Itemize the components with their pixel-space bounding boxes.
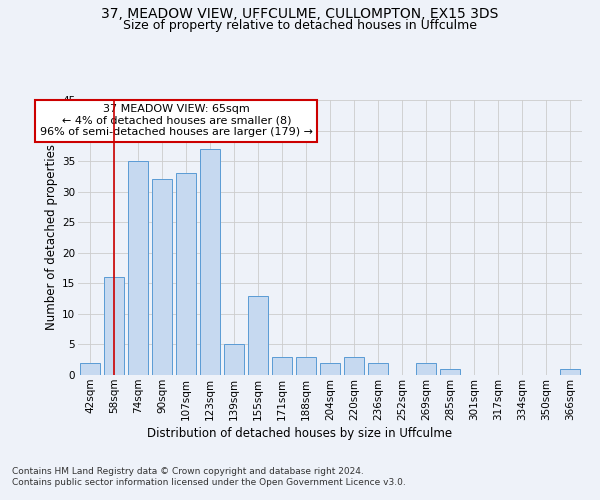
Bar bbox=[224, 344, 244, 375]
Text: Contains HM Land Registry data © Crown copyright and database right 2024.
Contai: Contains HM Land Registry data © Crown c… bbox=[12, 468, 406, 487]
Text: Size of property relative to detached houses in Uffculme: Size of property relative to detached ho… bbox=[123, 19, 477, 32]
Bar bbox=[368, 363, 388, 375]
Bar bbox=[248, 296, 268, 375]
Text: 37, MEADOW VIEW, UFFCULME, CULLOMPTON, EX15 3DS: 37, MEADOW VIEW, UFFCULME, CULLOMPTON, E… bbox=[101, 8, 499, 22]
Bar bbox=[440, 369, 460, 375]
Bar bbox=[80, 363, 100, 375]
Text: Distribution of detached houses by size in Uffculme: Distribution of detached houses by size … bbox=[148, 428, 452, 440]
Text: 37 MEADOW VIEW: 65sqm
← 4% of detached houses are smaller (8)
96% of semi-detach: 37 MEADOW VIEW: 65sqm ← 4% of detached h… bbox=[40, 104, 313, 138]
Bar bbox=[152, 180, 172, 375]
Bar bbox=[104, 277, 124, 375]
Y-axis label: Number of detached properties: Number of detached properties bbox=[45, 144, 58, 330]
Bar bbox=[128, 161, 148, 375]
Bar bbox=[272, 356, 292, 375]
Bar bbox=[296, 356, 316, 375]
Bar bbox=[200, 149, 220, 375]
Bar bbox=[176, 174, 196, 375]
Bar bbox=[560, 369, 580, 375]
Bar bbox=[320, 363, 340, 375]
Bar bbox=[344, 356, 364, 375]
Bar bbox=[416, 363, 436, 375]
